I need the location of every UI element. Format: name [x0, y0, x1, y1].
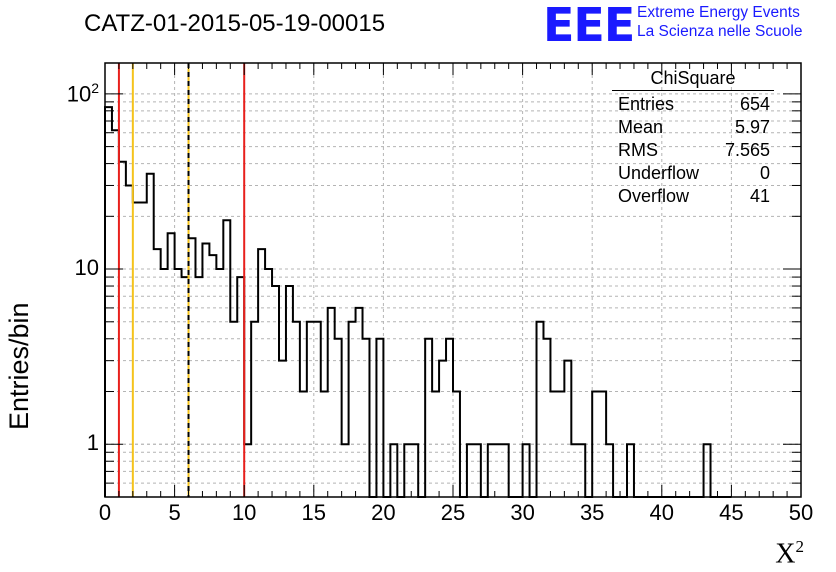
y-tick-label-text: 1 — [86, 430, 99, 456]
stats-value: 0 — [759, 163, 770, 183]
eee-logo: EEE — [543, 0, 635, 52]
x-tick-label: 45 — [719, 500, 744, 525]
stats-value: 654 — [739, 94, 770, 114]
y-tick-label-text: 10 — [66, 81, 92, 107]
x-tick-label: 5 — [168, 500, 181, 525]
x-tick-label: 30 — [510, 500, 535, 525]
stats-label: Entries — [618, 94, 675, 114]
y-tick-label: 1 — [87, 430, 99, 456]
stats-box: ChiSquare Entries 654 Mean 5.97 RMS 7.565 Unde… — [612, 68, 774, 208]
x-tick-label: 25 — [440, 500, 466, 525]
stats-row: Underflow 0 — [612, 162, 774, 185]
stats-row: RMS 7.565 — [612, 139, 774, 162]
stats-title: ChiSquare — [612, 68, 774, 91]
x-tick-label: 0 — [98, 500, 112, 525]
y-tick-label-sup: 2 — [91, 79, 99, 96]
x-axis-label-text: X — [775, 538, 796, 570]
logo-line-2: La Scienza nelle Scuole — [637, 23, 803, 40]
stats-label: Mean — [618, 117, 664, 137]
x-tick-label: 15 — [301, 500, 327, 525]
y-tick-label: 10 — [75, 255, 99, 281]
stats-label: RMS — [618, 140, 658, 160]
stats-value: 5.97 — [734, 117, 770, 137]
x-tick-label: 20 — [371, 500, 396, 525]
x-tick-label: 35 — [579, 500, 605, 525]
x-tick-label: 50 — [788, 500, 814, 525]
stats-row: Overflow 41 — [612, 185, 774, 208]
x-axis-label-sup: 2 — [795, 537, 805, 556]
stats-row: Entries 654 — [612, 93, 774, 116]
y-tick-label: 102 — [67, 80, 99, 107]
x-axis-label: X2 — [775, 537, 804, 570]
x-tick-label: 10 — [231, 500, 257, 525]
y-axis-label: Entries/bin — [4, 302, 34, 430]
y-tick-label-text: 10 — [74, 255, 99, 281]
stats-label: Overflow — [618, 186, 690, 206]
x-tick-label: 40 — [649, 500, 675, 525]
chart-title: CATZ-01-2015-05-19-00015 — [84, 10, 386, 37]
logo-line-1: Extreme Energy Events — [637, 4, 800, 21]
stats-label: Underflow — [618, 163, 700, 183]
stats-row: Mean 5.97 — [612, 116, 774, 139]
stats-value: 41 — [749, 186, 770, 206]
stats-value: 7.565 — [724, 140, 770, 160]
stats-rows: Entries 654 Mean 5.97 RMS 7.565 Underflow 0 Over… — [612, 93, 774, 208]
